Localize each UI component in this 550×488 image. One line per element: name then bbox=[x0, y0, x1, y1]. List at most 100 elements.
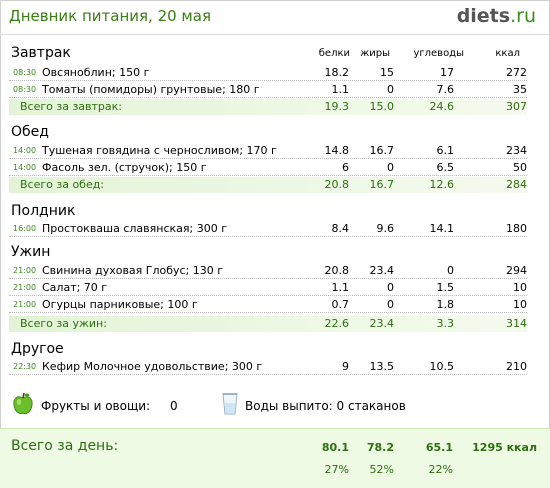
food-row[interactable]: 21:00 Свинина духовая Глобус; 130 г 20.8… bbox=[9, 263, 527, 279]
total-protein: 22.6 bbox=[324, 317, 350, 330]
total-carbs: 24.6 bbox=[429, 100, 455, 113]
food-kcal: 50 bbox=[513, 161, 527, 174]
header-divider bbox=[0, 34, 550, 35]
extras-row: Фрукты и овощи: 0 Воды выпито: 0 стакано… bbox=[0, 390, 550, 420]
food-protein: 9 bbox=[342, 360, 349, 373]
meal-total-label: Всего за обед: bbox=[20, 178, 105, 191]
site-logo[interactable]: diets.ru bbox=[457, 5, 536, 27]
food-fat: 0 bbox=[387, 298, 394, 311]
food-time: 16:00 bbox=[13, 224, 37, 233]
food-name[interactable]: Свинина духовая Глобус; 130 г bbox=[42, 264, 224, 277]
food-name[interactable]: Тушеная говядина с черносливом; 170 г bbox=[42, 144, 277, 157]
column-carbs: углеводы bbox=[413, 48, 464, 59]
day-total-protein: 80.1 bbox=[321, 441, 349, 454]
total-kcal: 307 bbox=[506, 100, 527, 113]
day-total-panel: Всего за день: 80.1 78.2 65.1 1295 ккал … bbox=[0, 428, 550, 488]
food-name[interactable]: Салат; 70 г bbox=[42, 281, 108, 294]
food-kcal: 35 bbox=[513, 83, 527, 96]
food-protein: 1.1 bbox=[331, 83, 350, 96]
food-row[interactable]: 16:00 Простокваша славянская; 300 г 8.4 … bbox=[9, 221, 527, 237]
page-title: Дневник питания, 20 мая bbox=[9, 7, 211, 25]
day-fat-percent: 52% bbox=[369, 463, 394, 476]
food-name[interactable]: Простокваша славянская; 300 г bbox=[42, 222, 227, 235]
food-fat: 0 bbox=[387, 83, 394, 96]
food-row[interactable]: 21:00 Салат; 70 г 1.1 0 1.5 10 bbox=[9, 280, 527, 296]
meal-total-row: Всего за обед: 20.8 16.7 12.6 284 bbox=[9, 177, 527, 193]
day-total-carbs: 65.1 bbox=[425, 441, 453, 454]
column-fat: жиры bbox=[360, 48, 390, 59]
total-carbs: 3.3 bbox=[436, 317, 455, 330]
food-fat: 0 bbox=[387, 161, 394, 174]
food-name[interactable]: Фасоль зел. (стручок); 150 г bbox=[42, 161, 207, 174]
food-protein: 1.1 bbox=[331, 281, 350, 294]
logo-tld: .ru bbox=[510, 5, 536, 27]
total-kcal: 284 bbox=[506, 178, 527, 191]
food-row[interactable]: 21:00 Огурцы парниковые; 100 г 0.7 0 1.8… bbox=[9, 297, 527, 313]
total-kcal: 314 bbox=[506, 317, 527, 330]
food-name[interactable]: Томаты (помидоры) грунтовые; 180 г bbox=[42, 83, 260, 96]
food-row[interactable]: 14:00 Тушеная говядина с черносливом; 17… bbox=[9, 143, 527, 159]
meal-title-dinner: Ужин bbox=[11, 244, 51, 260]
food-fat: 23.4 bbox=[369, 264, 395, 277]
fruits-value: 0 bbox=[170, 399, 178, 413]
meal-title-snack: Полдник bbox=[11, 203, 76, 219]
food-carbs: 6.5 bbox=[436, 161, 455, 174]
food-protein: 6 bbox=[342, 161, 349, 174]
food-carbs: 14.1 bbox=[429, 222, 455, 235]
meal-title-other: Другое bbox=[11, 341, 64, 357]
food-carbs: 17 bbox=[440, 66, 454, 79]
day-total-kcal: 1295 ккал bbox=[472, 441, 537, 454]
food-time: 21:00 bbox=[13, 266, 37, 275]
meal-total-label: Всего за завтрак: bbox=[20, 100, 123, 113]
food-fat: 0 bbox=[387, 281, 394, 294]
food-kcal: 10 bbox=[513, 298, 527, 311]
total-protein: 19.3 bbox=[324, 100, 350, 113]
meal-total-label: Всего за ужин: bbox=[20, 317, 107, 330]
day-total-fat: 78.2 bbox=[366, 441, 394, 454]
total-fat: 23.4 bbox=[369, 317, 395, 330]
food-time: 14:00 bbox=[13, 146, 37, 155]
water-glass-icon bbox=[222, 393, 238, 415]
column-protein: белки bbox=[318, 48, 350, 59]
food-name[interactable]: Овсяноблин; 150 г bbox=[42, 66, 150, 79]
meal-total-row: Всего за завтрак: 19.3 15.0 24.6 307 bbox=[9, 99, 527, 115]
day-protein-percent: 27% bbox=[324, 463, 349, 476]
food-carbs: 6.1 bbox=[436, 144, 455, 157]
food-fat: 9.6 bbox=[376, 222, 395, 235]
fruits-label: Фрукты и овощи: bbox=[41, 399, 151, 413]
food-carbs: 1.5 bbox=[436, 281, 455, 294]
food-protein: 20.8 bbox=[324, 264, 350, 277]
food-time: 22:30 bbox=[13, 362, 37, 371]
total-protein: 20.8 bbox=[324, 178, 350, 191]
column-kcal: ккал bbox=[495, 48, 520, 59]
meal-title-breakfast: Завтрак bbox=[11, 45, 71, 61]
green-apple-icon bbox=[13, 392, 33, 415]
food-kcal: 272 bbox=[506, 66, 527, 79]
food-time: 08:30 bbox=[13, 85, 37, 94]
food-protein: 8.4 bbox=[331, 222, 350, 235]
food-name[interactable]: Огурцы парниковые; 100 г bbox=[42, 298, 198, 311]
food-fat: 16.7 bbox=[369, 144, 395, 157]
food-row[interactable]: 22:30 Кефир Молочное удовольствие; 300 г… bbox=[9, 359, 527, 375]
food-time: 08:30 bbox=[13, 68, 37, 77]
food-row[interactable]: 14:00 Фасоль зел. (стручок); 150 г 6 0 6… bbox=[9, 160, 527, 176]
food-fat: 15 bbox=[380, 66, 394, 79]
food-row[interactable]: 08:30 Томаты (помидоры) грунтовые; 180 г… bbox=[9, 82, 527, 98]
total-carbs: 12.6 bbox=[429, 178, 455, 191]
day-carbs-percent: 22% bbox=[428, 463, 453, 476]
total-fat: 15.0 bbox=[369, 100, 395, 113]
food-protein: 18.2 bbox=[324, 66, 350, 79]
food-carbs: 7.6 bbox=[436, 83, 455, 96]
logo-main: diets bbox=[456, 5, 511, 27]
meal-title-lunch: Обед bbox=[11, 124, 49, 140]
food-row[interactable]: 08:30 Овсяноблин; 150 г 18.2 15 17 272 bbox=[9, 65, 527, 81]
food-time: 21:00 bbox=[13, 300, 37, 309]
food-kcal: 210 bbox=[506, 360, 527, 373]
food-time: 21:00 bbox=[13, 283, 37, 292]
food-fat: 13.5 bbox=[369, 360, 395, 373]
water-label: Воды выпито: 0 стаканов bbox=[245, 399, 406, 413]
food-name[interactable]: Кефир Молочное удовольствие; 300 г bbox=[42, 360, 263, 373]
food-protein: 0.7 bbox=[331, 298, 350, 311]
total-fat: 16.7 bbox=[369, 178, 395, 191]
day-total-label: Всего за день: bbox=[11, 438, 119, 454]
